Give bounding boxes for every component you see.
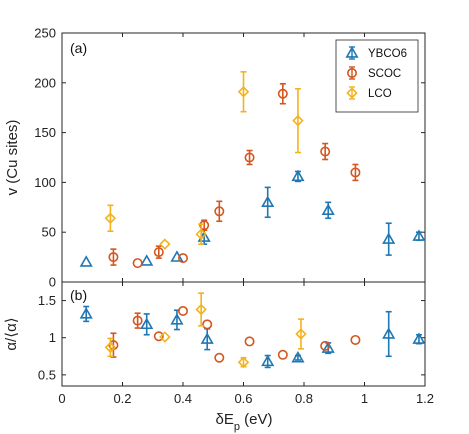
plot-frame [61,281,426,387]
data-point [277,349,288,360]
series-lco [104,71,304,250]
data-point [321,341,335,353]
x-axis: 0 0.2 0.4 0.6 0.8 1 1.2 δEp (eV) [58,33,434,433]
data-point [382,327,396,339]
data-point [159,238,171,250]
data-point [214,352,225,363]
data-point [132,315,143,326]
data-point [199,220,210,231]
data-point [261,354,275,367]
data-point [79,307,93,319]
y-tick-label: 0.5 [38,367,56,382]
x-axis-label: δEp (eV) [216,411,273,433]
data-point [244,152,255,163]
series-scoc [108,305,361,363]
data-point [202,319,213,330]
y-tick-label: 100 [34,175,56,190]
data-point [412,229,426,241]
y-tick-label: 150 [34,125,56,140]
y-axis-label: v (Cu sites) [4,120,21,196]
panel-label: (b) [70,287,87,303]
x-tick-label: 0.8 [295,391,313,406]
panel-b: 0.5 1 1.5 α/⟨α⟩ (b) [3,281,426,387]
data-point [195,228,207,240]
legend-marker [345,46,359,58]
data-point [178,305,189,316]
legend-marker [346,87,358,99]
data-point [320,340,331,351]
data-point [195,303,207,316]
y-axis-label: α/⟨α⟩ [3,317,20,350]
y-tick-label: 1.5 [38,293,56,308]
panel-label: (a) [70,40,87,56]
data-point [291,169,305,182]
data-point [291,350,305,363]
data-point [108,252,119,263]
data-point [104,341,117,354]
legend-label: LCO [368,88,392,100]
data-point [320,146,331,157]
x-tick-label: 1 [361,391,368,406]
data-point [237,356,250,368]
x-tick-label: 0.2 [113,391,131,406]
x-tick-label: 1.2 [416,391,434,406]
y-tick-label: 200 [34,75,56,90]
series-lco [104,292,307,368]
data-point [350,334,361,345]
data-point [170,313,184,325]
legend-label: YBCO6 [368,48,407,60]
data-point [170,250,184,262]
series-scoc [108,82,361,269]
legend: YBCO6 SCOC LCO [335,39,419,113]
data-point [261,195,275,208]
data-point [200,332,214,344]
series-ybco6 [79,169,426,267]
data-point [214,206,225,217]
data-point [79,255,93,267]
data-point [244,336,255,347]
x-tick-label: 0.4 [174,391,192,406]
legend-label: SCOC [368,68,401,80]
data-point [350,167,361,178]
x-tick-label: 0 [58,391,65,406]
data-point [153,331,164,342]
legend-marker [346,68,357,79]
data-point [178,253,189,264]
data-point [277,88,288,99]
data-point [292,114,304,127]
y-tick-label: 50 [42,225,56,240]
data-point [140,254,154,266]
y-tick-label: 1 [49,330,56,345]
series-ybco6 [79,305,426,369]
data-point [159,331,171,343]
data-point [321,203,335,215]
panel-a: 0 50 100 150 200 250 v (Cu sites) (a) [4,26,426,290]
x-tick-label: 0.6 [234,391,252,406]
data-point [237,86,250,98]
data-point [153,247,164,258]
data-point [295,328,307,340]
y-tick-label: 0 [49,275,56,290]
data-point [104,212,117,224]
data-point [140,317,154,330]
y-tick-label: 250 [34,26,56,41]
data-point [132,258,143,269]
data-point [382,232,396,244]
data-point [412,332,426,344]
